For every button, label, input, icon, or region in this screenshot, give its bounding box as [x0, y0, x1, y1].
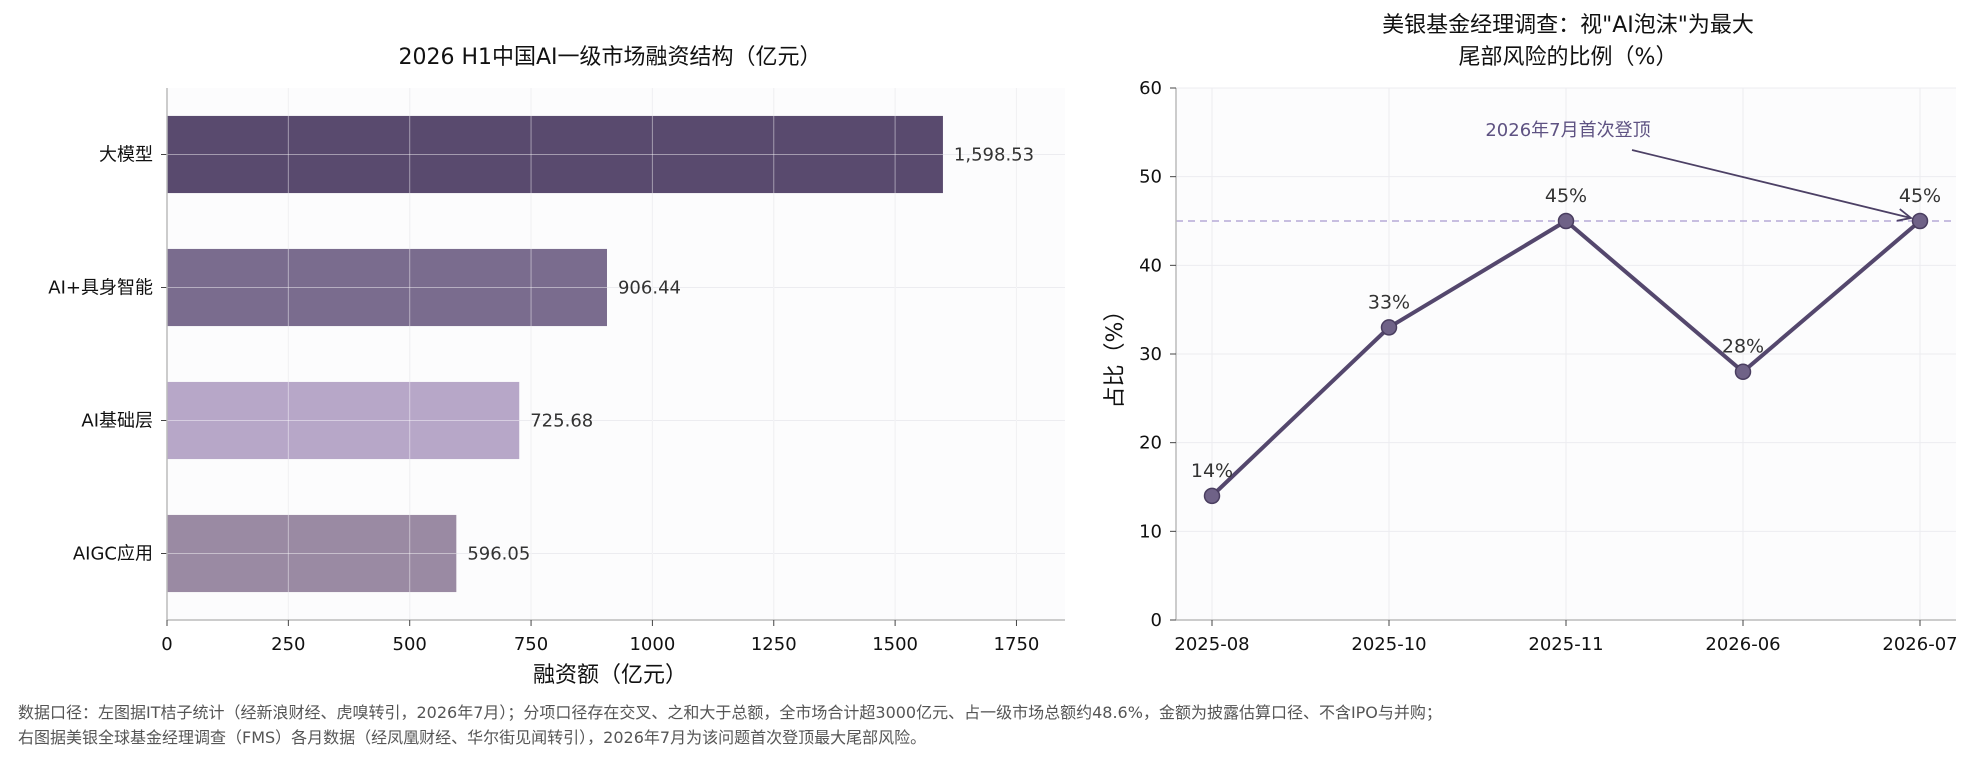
data-point-label: 33%	[1368, 291, 1410, 313]
right-y-tick-label: 50	[1139, 167, 1162, 188]
category-label: AI+具身智能	[48, 278, 153, 299]
right-x-tick-label: 2026-06	[1705, 634, 1780, 655]
right-x-tick-label: 2025-08	[1174, 634, 1249, 655]
data-point	[1734, 363, 1752, 380]
left-x-tick-label: 0	[161, 634, 172, 655]
footnote-line-1: 数据口径：左图据IT桔子统计（经新浪财经、虎嗅转引，2026年7月）；分项口径存…	[18, 703, 1442, 722]
right-x-tick-label: 2026-07	[1882, 634, 1957, 655]
right-chart-title-line-1: 美银基金经理调查：视"AI泡沫"为最大	[1382, 13, 1754, 38]
category-label: AIGC应用	[73, 544, 153, 565]
data-point-label: 45%	[1899, 185, 1941, 207]
left-x-tick-label: 1250	[751, 634, 797, 655]
bar	[167, 514, 457, 593]
data-point	[1557, 212, 1575, 230]
left-x-tick-label: 1750	[994, 634, 1040, 655]
data-point-label: 28%	[1722, 336, 1764, 358]
right-y-tick-label: 10	[1139, 521, 1162, 542]
left-x-tick-label: 500	[393, 634, 427, 655]
footnote-line-2: 右图据美银全球基金经理调查（FMS）各月数据（经凤凰财经、华尔街见闻转引），20…	[18, 728, 926, 747]
right-y-tick-label: 0	[1151, 610, 1162, 631]
annotation-text: 2026年7月首次登顶	[1485, 120, 1650, 141]
bar-value-label: 725.68	[530, 411, 593, 432]
right-y-axis-label: 占比（%）	[1103, 300, 1128, 409]
data-point	[1203, 487, 1221, 505]
right-y-tick-label: 60	[1139, 78, 1162, 99]
right-chart-title-line-2: 尾部风险的比例（%）	[1459, 45, 1678, 70]
left-x-tick-label: 1000	[629, 634, 675, 655]
left-chart-title: 2026 H1中国AI一级市场融资结构（亿元）	[398, 45, 821, 70]
left-bar-chart: 2026 H1中国AI一级市场融资结构（亿元） 融资额（亿元） 1,598.53…	[48, 45, 1065, 688]
bar-value-label: 596.05	[467, 544, 530, 565]
category-label: 大模型	[99, 145, 153, 166]
category-label: AI基础层	[81, 411, 153, 432]
bar	[167, 381, 520, 460]
bar	[167, 115, 943, 194]
right-x-tick-label: 2025-10	[1351, 634, 1426, 655]
bar-value-label: 1,598.53	[954, 145, 1034, 166]
right-line-chart: 美银基金经理调查：视"AI泡沫"为最大 尾部风险的比例（%） 占比（%） 14%…	[1103, 13, 1958, 655]
annotation-arrow-head	[1896, 208, 1914, 222]
right-y-tick-label: 30	[1139, 344, 1162, 365]
data-point	[1380, 319, 1398, 336]
right-x-tick-label: 2025-11	[1528, 634, 1603, 655]
annotation-arrow-line	[1631, 149, 1912, 219]
right-y-tick-label: 40	[1139, 255, 1162, 276]
left-x-axis-label: 融资额（亿元）	[533, 663, 687, 688]
bar	[167, 248, 607, 327]
data-point-label: 14%	[1191, 460, 1233, 482]
data-point-label: 45%	[1545, 185, 1587, 207]
bar-value-label: 906.44	[618, 278, 681, 299]
left-x-tick-label: 1500	[872, 634, 918, 655]
right-y-tick-label: 20	[1139, 433, 1162, 454]
data-point	[1911, 212, 1929, 230]
left-x-tick-label: 750	[514, 634, 548, 655]
left-x-tick-label: 250	[271, 634, 305, 655]
